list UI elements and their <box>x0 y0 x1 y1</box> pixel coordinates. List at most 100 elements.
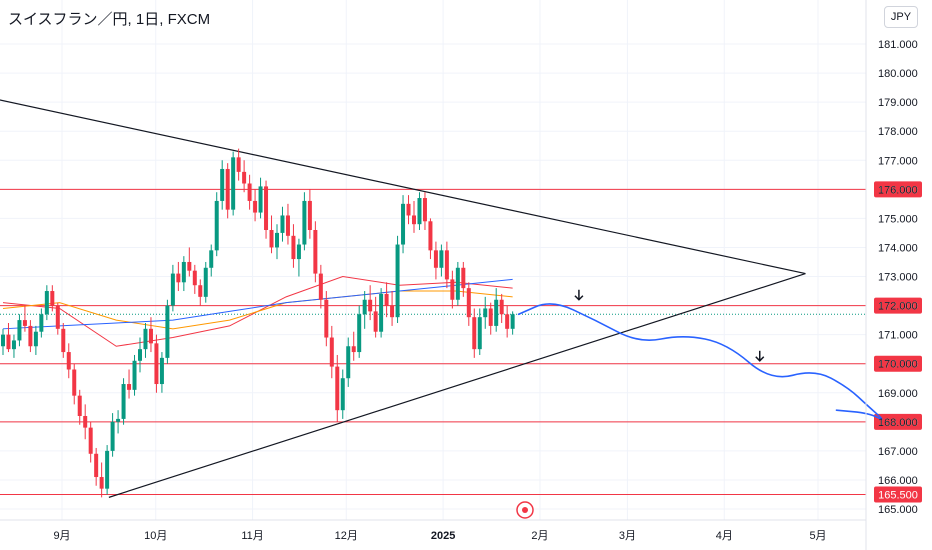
candle-body <box>455 267 460 300</box>
candle-body <box>170 273 175 306</box>
candle-body <box>165 305 170 358</box>
candle-body <box>444 250 449 280</box>
candle-body <box>154 343 159 385</box>
candle-body <box>324 299 329 338</box>
price-tick-label: 181.000 <box>878 39 918 51</box>
candle-body <box>477 317 482 350</box>
candle-body <box>33 331 38 347</box>
level-label-box <box>874 486 922 503</box>
candle-body <box>362 299 367 315</box>
forecast-path[interactable] <box>517 289 883 420</box>
price-axis[interactable]: 165.000 166.000 167.000 168.000 169.000 170.0… <box>865 0 918 550</box>
candle-body <box>466 288 471 318</box>
level-label: 176.000 <box>878 184 918 196</box>
candle-body <box>329 337 334 367</box>
candle-body <box>105 450 110 489</box>
level-label-box <box>874 355 922 372</box>
price-tick-label: 174.000 <box>878 242 918 254</box>
price-tick-label: 173.000 <box>878 272 918 284</box>
candle-body <box>66 352 71 370</box>
candle-body <box>384 293 389 306</box>
candle-body <box>510 314 515 329</box>
candle-body <box>428 221 433 251</box>
event-marker-icon[interactable] <box>516 501 534 519</box>
time-axis[interactable]: 9月 10月 11月 12月 2025 2月 3月 4月 5月 <box>0 519 866 542</box>
candles <box>1 148 515 498</box>
candle-body <box>39 314 44 332</box>
candle-body <box>269 230 274 248</box>
candle-body <box>132 360 137 390</box>
candle-body <box>318 273 323 300</box>
moving-averages <box>2 275 513 347</box>
candle-body <box>499 299 504 315</box>
candle-body <box>121 384 126 419</box>
time-tick-label: 5月 <box>809 530 826 542</box>
trendline <box>0 99 806 275</box>
moving-average-line <box>2 278 513 330</box>
candle-body <box>138 349 142 361</box>
candle-body <box>225 168 230 210</box>
candle-body <box>1 334 5 347</box>
candle-body <box>401 203 406 245</box>
candle-body <box>422 198 427 222</box>
candle-body <box>264 186 269 230</box>
candle-body <box>99 477 104 489</box>
currency-unit-button[interactable]: JPY <box>884 6 918 28</box>
candle-body <box>176 273 181 283</box>
candle-body <box>214 200 219 251</box>
horizontal-levels[interactable]: 176.000 172.000 170.000 168.000 165.500 <box>0 181 922 503</box>
candle-body <box>11 340 16 350</box>
candle-body <box>159 357 164 385</box>
price-tick-label: 171.000 <box>878 330 918 342</box>
candle-body <box>368 299 373 312</box>
price-tick-label: 165.000 <box>878 504 918 516</box>
down-arrow-icon <box>574 295 584 301</box>
candle-body <box>116 418 121 422</box>
candle-body <box>17 320 22 341</box>
candle-body <box>494 299 499 326</box>
candle-body <box>357 314 362 353</box>
down-arrow-icon <box>755 356 765 362</box>
trendlines[interactable] <box>0 91 806 498</box>
candle-body <box>220 168 225 201</box>
candle-body <box>50 291 55 306</box>
candle-body <box>198 285 203 297</box>
candle-body <box>406 203 411 216</box>
candle-body <box>450 279 455 300</box>
candle-body <box>280 215 285 233</box>
candle-body <box>143 328 148 350</box>
level-label-box <box>874 297 922 314</box>
candle-body <box>390 305 395 318</box>
price-tick-label: 180.000 <box>878 68 918 80</box>
candle-body <box>373 311 378 332</box>
candle-body <box>72 369 77 396</box>
price-tick-label: 175.000 <box>878 213 918 225</box>
candle-body <box>285 215 290 236</box>
candle-body <box>181 261 186 283</box>
level-label: 170.000 <box>878 359 918 371</box>
time-tick-label: 2025 <box>431 530 455 542</box>
price-tick-label: 178.000 <box>878 126 918 138</box>
level-label-box <box>874 413 922 430</box>
price-tick-label: 179.000 <box>878 97 918 109</box>
price-tick-label: 170.000 <box>878 359 918 371</box>
candle-body <box>395 244 400 318</box>
price-tick-label: 176.000 <box>878 184 918 196</box>
candle-body <box>483 308 488 318</box>
trendline <box>108 273 806 498</box>
candle-body <box>379 293 384 332</box>
candle-body <box>192 270 197 286</box>
candle-body <box>44 291 49 315</box>
candle-body <box>307 200 312 230</box>
candle-body <box>61 328 66 353</box>
level-label: 165.500 <box>878 489 918 501</box>
candle-body <box>148 328 153 344</box>
price-tick-label: 177.000 <box>878 155 918 167</box>
candle-body <box>203 267 208 297</box>
time-tick-label: 9月 <box>53 530 70 542</box>
candle-body <box>209 250 214 268</box>
candle-body <box>110 421 115 451</box>
candle-body <box>488 308 493 326</box>
candle-body <box>22 320 27 326</box>
